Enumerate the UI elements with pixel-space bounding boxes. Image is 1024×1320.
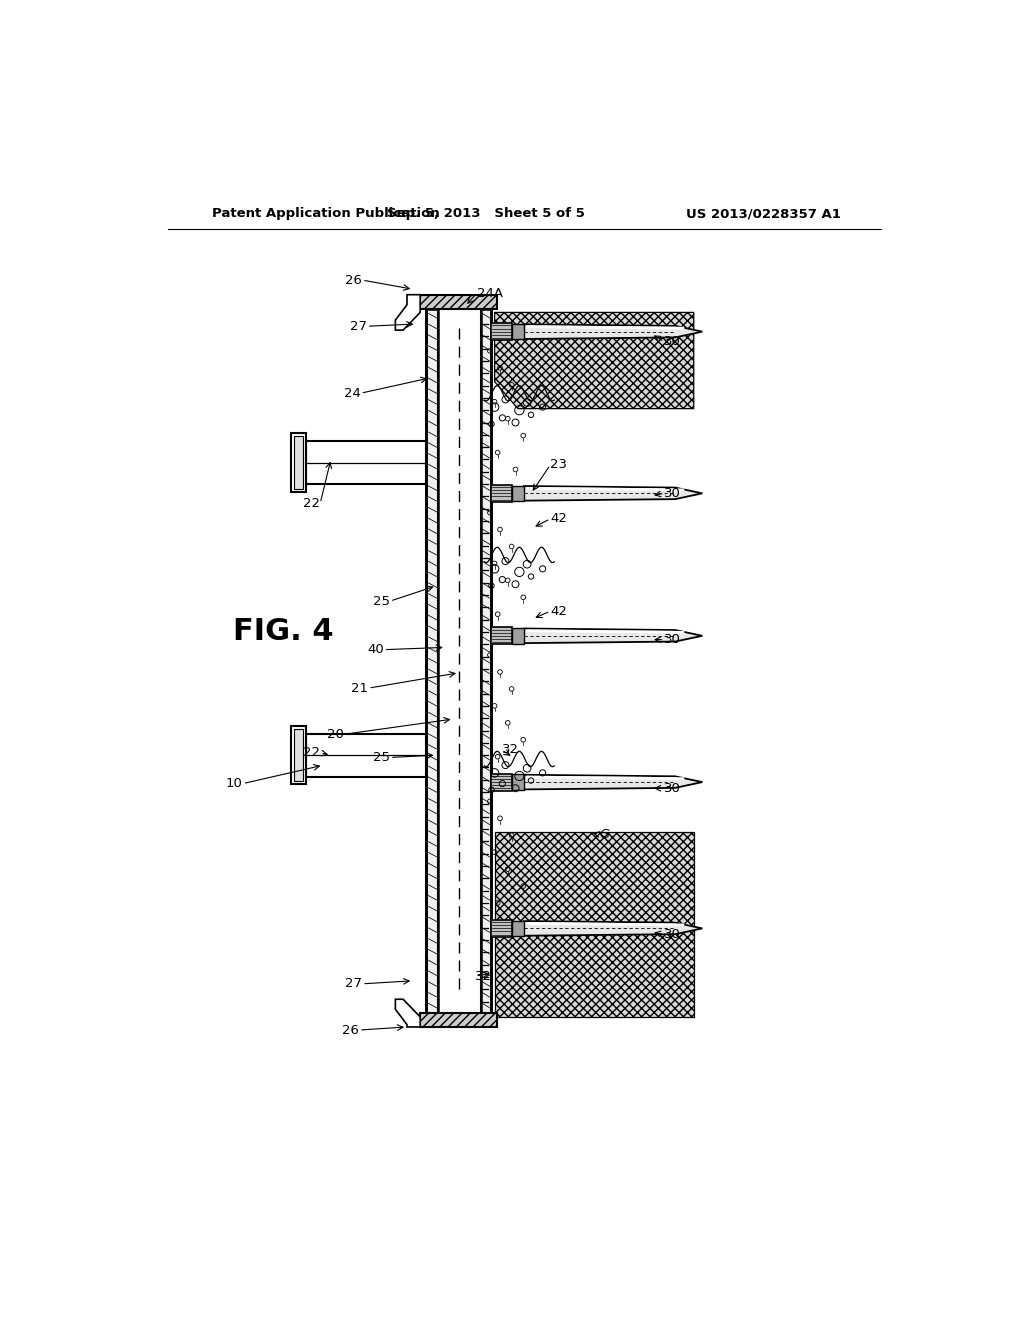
- Bar: [306, 441, 426, 484]
- Text: Patent Application Publication: Patent Application Publication: [212, 207, 439, 220]
- Bar: [512, 486, 524, 502]
- Bar: [306, 734, 426, 776]
- Text: FIG. 4: FIG. 4: [232, 618, 334, 647]
- Bar: [426, 309, 438, 1014]
- Polygon shape: [524, 486, 702, 500]
- Text: 40: 40: [367, 643, 384, 656]
- Polygon shape: [395, 999, 420, 1027]
- Bar: [294, 729, 303, 781]
- Bar: [490, 774, 512, 791]
- Polygon shape: [495, 832, 693, 1016]
- Bar: [490, 920, 512, 937]
- Bar: [512, 323, 524, 339]
- Bar: [490, 627, 512, 644]
- Text: 23: 23: [550, 458, 567, 471]
- Text: 24A: 24A: [477, 286, 503, 300]
- Bar: [512, 775, 524, 789]
- Text: 30: 30: [665, 487, 681, 500]
- Text: 26: 26: [342, 1023, 359, 1036]
- Text: 20: 20: [327, 727, 343, 741]
- Text: 42: 42: [550, 605, 567, 618]
- Polygon shape: [524, 628, 702, 643]
- Text: Sep. 5, 2013   Sheet 5 of 5: Sep. 5, 2013 Sheet 5 of 5: [387, 207, 585, 220]
- Bar: [512, 628, 524, 644]
- Text: 25: 25: [373, 751, 390, 764]
- Text: 30: 30: [665, 928, 681, 941]
- Text: 21: 21: [351, 681, 369, 694]
- Bar: [438, 309, 480, 1014]
- Text: 24: 24: [344, 387, 360, 400]
- Bar: [291, 433, 306, 492]
- Bar: [291, 726, 306, 784]
- Text: 30: 30: [665, 781, 681, 795]
- Text: 22: 22: [303, 496, 321, 510]
- Text: 10: 10: [226, 777, 243, 791]
- Text: 32: 32: [475, 970, 493, 982]
- Text: 42: 42: [550, 512, 567, 525]
- Text: 26: 26: [345, 273, 362, 286]
- Bar: [512, 921, 524, 936]
- Text: 27: 27: [345, 977, 362, 990]
- Bar: [490, 484, 512, 502]
- Polygon shape: [524, 921, 702, 936]
- Polygon shape: [524, 775, 702, 789]
- Text: G: G: [599, 828, 609, 841]
- Bar: [480, 309, 490, 1014]
- Text: 27: 27: [350, 319, 367, 333]
- Text: 32: 32: [502, 743, 518, 756]
- Polygon shape: [495, 313, 693, 409]
- Text: 25: 25: [373, 594, 390, 607]
- Text: 30: 30: [665, 335, 681, 348]
- Bar: [294, 437, 303, 488]
- Bar: [490, 323, 512, 341]
- Polygon shape: [395, 294, 420, 330]
- Bar: [420, 1014, 497, 1027]
- Bar: [420, 294, 497, 309]
- Text: 30: 30: [665, 634, 681, 647]
- Text: US 2013/0228357 A1: US 2013/0228357 A1: [686, 207, 841, 220]
- Text: 22: 22: [303, 746, 321, 759]
- Polygon shape: [524, 325, 702, 339]
